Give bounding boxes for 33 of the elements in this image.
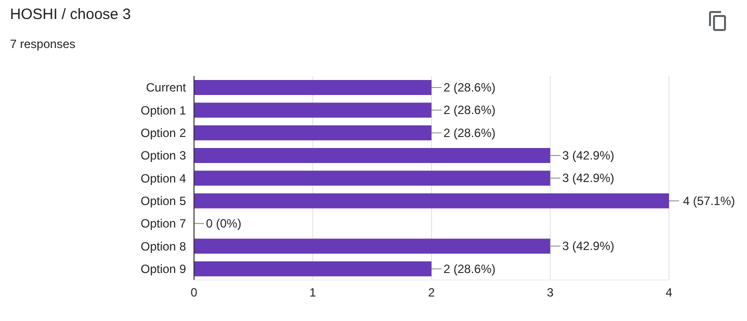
text: 7 responses (10, 37, 76, 51)
bar (194, 148, 550, 163)
bar (194, 170, 550, 186)
bar (194, 193, 669, 208)
x-tick-label: 0 (190, 286, 198, 300)
bar (194, 80, 432, 95)
data-label: 4 (57.1%) (683, 194, 736, 208)
data-label: 2 (28.6%) (444, 80, 496, 94)
x-tick-label: 3 (546, 286, 554, 300)
x-tick-label: 1 (309, 286, 316, 300)
x-tick-label: 2 (428, 286, 436, 300)
bar (194, 238, 550, 254)
y-tick-label: Option 9 (140, 262, 186, 276)
y-tick-label: Option 4 (140, 171, 186, 186)
data-label: 2 (28.6%) (444, 262, 496, 276)
y-tick-label: Option 5 (140, 194, 186, 208)
y-tick-label: Option 7 (140, 216, 186, 231)
bar (194, 102, 432, 118)
data-label: 0 (0%) (206, 216, 242, 230)
y-tick-label: Option 1 (140, 103, 186, 118)
data-label: 3 (42.9%) (562, 171, 614, 186)
text: HOSHI / choose 3 (10, 6, 131, 23)
y-tick-label: Option 2 (140, 126, 186, 140)
y-tick-label: Option 3 (140, 148, 186, 163)
y-tick-label: Current (146, 80, 187, 95)
data-label: 3 (42.9%) (562, 239, 614, 254)
y-tick-label: Option 8 (140, 239, 186, 254)
bar (194, 261, 432, 276)
data-label: 3 (42.9%) (562, 148, 614, 162)
data-label: 2 (28.6%) (444, 126, 496, 140)
data-label: 2 (28.6%) (444, 103, 496, 118)
x-tick-label: 4 (666, 286, 673, 300)
bar (194, 125, 432, 140)
